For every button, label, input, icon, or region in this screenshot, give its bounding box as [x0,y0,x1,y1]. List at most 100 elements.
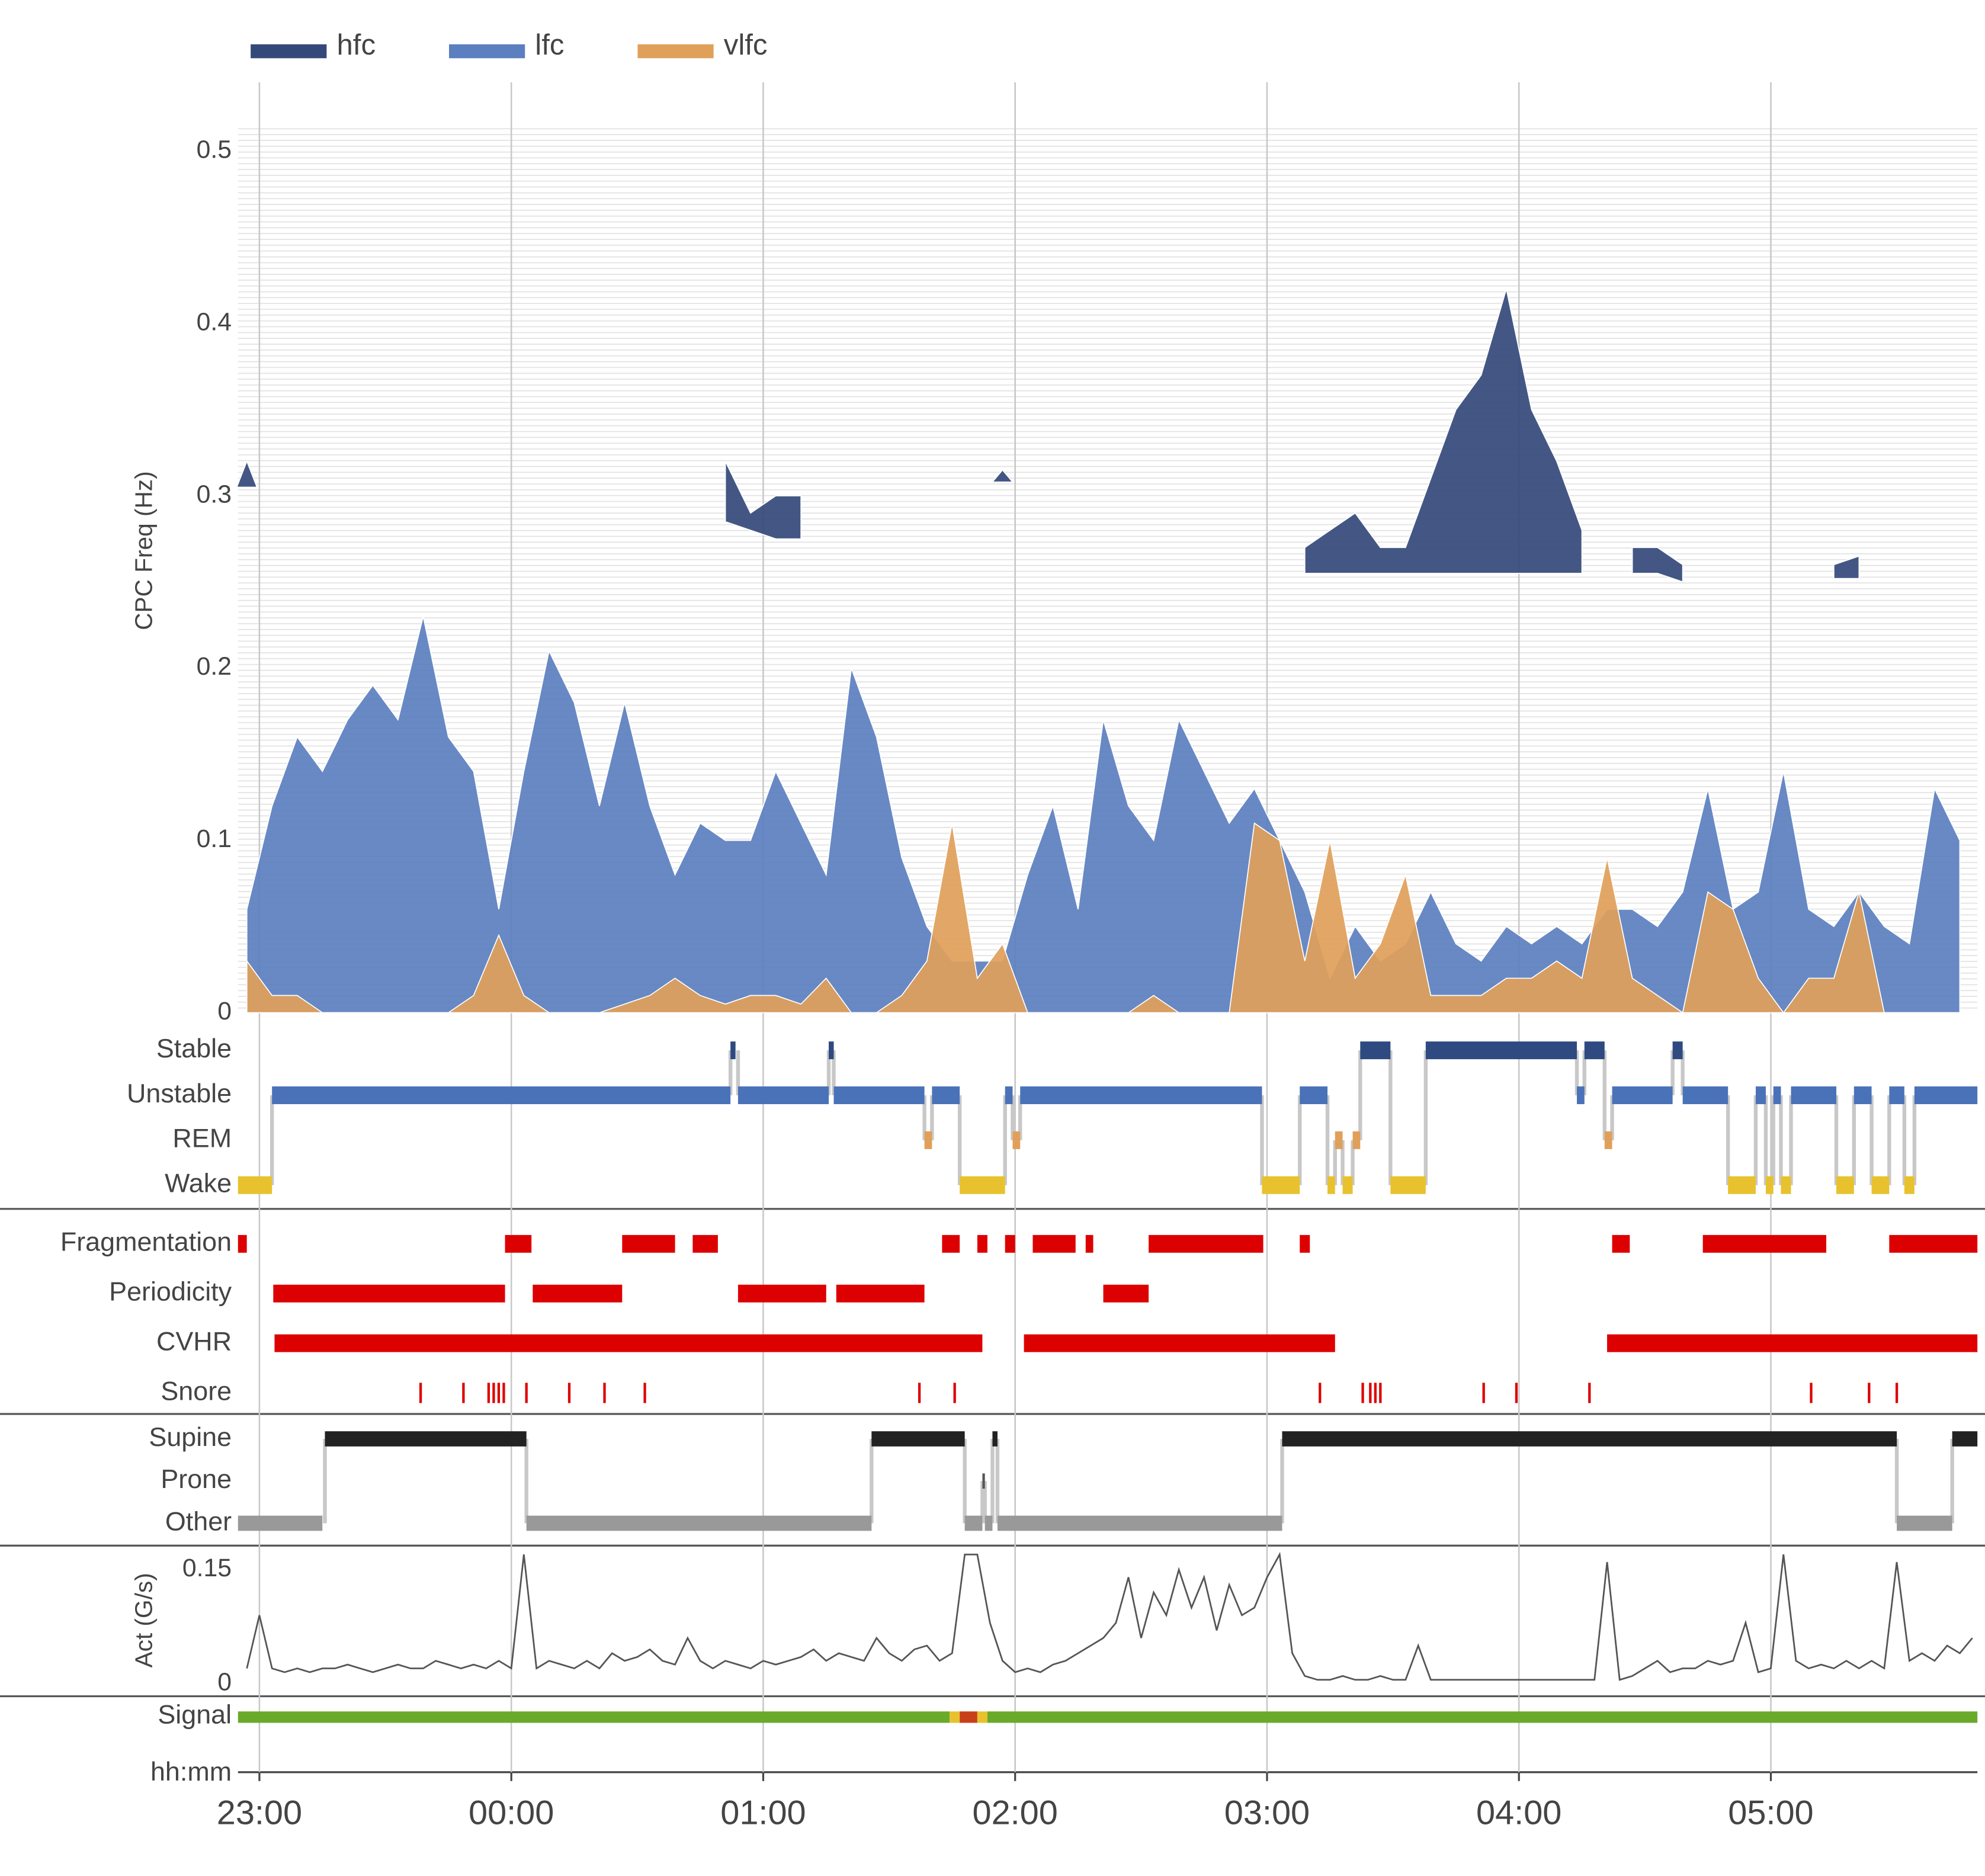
x-tick-label: 02:00 [973,1794,1058,1832]
segment [1781,1176,1791,1194]
event [1607,1334,1978,1352]
event [1103,1284,1149,1303]
segment [960,1176,1005,1194]
y-tick-label: 0.15 [182,1554,232,1582]
segment [829,1041,834,1060]
segment [1352,1131,1361,1149]
segment [964,1515,983,1531]
row-label: Prone [161,1464,232,1494]
y-axis-title: Act (G/s) [130,1573,157,1667]
segment [1342,1176,1353,1194]
row-label: Unstable [127,1078,232,1108]
row-label: Wake [165,1168,232,1198]
y-tick-label: 0.4 [197,307,232,336]
row-label: REM [172,1123,232,1153]
row-label: Other [165,1506,232,1536]
segment [1360,1041,1391,1060]
row-label: Supine [149,1422,232,1452]
segment [1728,1176,1756,1194]
event [1024,1334,1335,1352]
row-label: Stable [156,1033,232,1063]
event [1300,1234,1310,1253]
segment [1791,1086,1837,1104]
segment [730,1041,736,1060]
segment [1335,1131,1343,1149]
segment [1914,1086,1978,1104]
event [1702,1234,1827,1253]
legend-label: hfc [336,29,376,61]
area [246,822,1960,1014]
row-label: Periodicity [109,1277,232,1307]
event [1612,1234,1630,1253]
segment [985,1515,993,1531]
signal-segment [238,1711,950,1723]
event [274,1334,983,1352]
segment [1020,1086,1262,1104]
y-tick-label: 0.3 [197,480,232,508]
y-tick-label: 0.5 [197,136,232,164]
segment [833,1086,925,1104]
event [1032,1234,1076,1253]
legend-swatch [251,44,327,59]
legend-label: lfc [535,29,564,61]
row-label: CVHR [156,1326,232,1356]
segment [526,1515,872,1531]
segment [325,1431,527,1447]
legend-swatch [637,44,714,59]
x-tick-label: 05:00 [1728,1794,1813,1832]
signal-label: Signal [158,1699,232,1730]
row-label: Fragmentation [60,1227,232,1257]
event [977,1234,987,1253]
segment [1584,1041,1605,1060]
event [1005,1234,1015,1253]
x-axis-title: hh:mm [150,1756,232,1787]
segment [1952,1431,1978,1447]
segment [1889,1086,1904,1104]
segment [1300,1086,1328,1104]
y-tick-label: 0.1 [197,825,232,853]
segment [1682,1086,1729,1104]
y-tick-label: 0.2 [197,652,232,681]
event [273,1284,505,1303]
area [236,288,1860,583]
segment [1836,1176,1854,1194]
event [1149,1234,1264,1253]
segment [272,1086,731,1104]
segment [871,1431,965,1447]
segment [1612,1086,1673,1104]
x-tick-label: 00:00 [469,1794,554,1832]
segment [1765,1176,1774,1194]
segment [932,1086,960,1104]
signal-segment [987,1711,1978,1723]
legend-swatch [448,44,525,59]
segment [1012,1131,1021,1149]
activity-line [246,1551,1973,1681]
event [1085,1234,1093,1253]
event [836,1284,925,1303]
event [505,1234,532,1253]
segment [982,1473,985,1489]
row-label: Snore [161,1375,232,1406]
y-tick-label: 0 [217,1667,232,1696]
segment [1904,1176,1915,1194]
event [238,1234,247,1253]
segment [1604,1131,1612,1149]
signal-segment [950,1711,960,1723]
x-tick-label: 03:00 [1224,1794,1310,1832]
segment [1755,1086,1766,1104]
segment [1672,1041,1683,1060]
x-tick-label: 01:00 [720,1794,806,1832]
event [1889,1234,1978,1253]
segment [238,1176,272,1194]
event [533,1284,623,1303]
event [692,1234,718,1253]
segment [1327,1176,1335,1194]
segment [238,1515,323,1531]
x-tick-label: 23:00 [217,1794,302,1832]
y-tick-label: 0 [217,997,232,1025]
segment [1897,1515,1952,1531]
signal-segment [977,1711,987,1723]
event [737,1284,826,1303]
event [622,1234,675,1253]
